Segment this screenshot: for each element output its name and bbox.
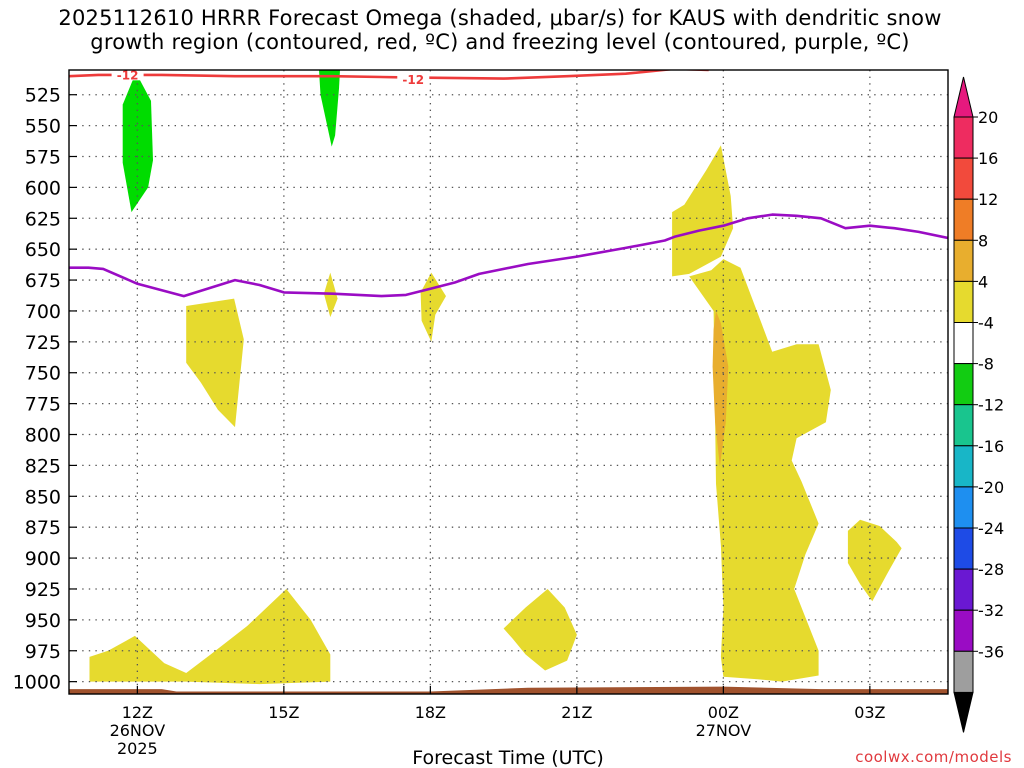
colorbar-bin-6 xyxy=(953,363,974,406)
colorbar-bottom-arrow xyxy=(953,691,974,733)
y-tick-label-825: 825 xyxy=(25,455,61,477)
y-tick-label-925: 925 xyxy=(25,579,61,601)
colorbar-label-2: 12 xyxy=(978,190,998,209)
dgz-contour-label-bg-2 xyxy=(397,73,430,86)
y-tick-label-650: 650 xyxy=(25,239,61,261)
colorbar-label-9: -20 xyxy=(978,478,1004,497)
y-tick-label-525: 525 xyxy=(25,85,61,107)
x-tick-label-18Z: 18Z xyxy=(415,703,446,722)
y-tick-label-900: 900 xyxy=(25,548,61,570)
y-tick-label-675: 675 xyxy=(25,270,61,292)
colorbar-label-12: -32 xyxy=(978,601,1004,620)
x-tick-date-27NOV: 27NOV xyxy=(696,721,752,740)
colorbar-bin-2 xyxy=(953,198,974,241)
colorbar-bin-3 xyxy=(953,239,974,282)
freezing-level-line xyxy=(69,213,948,298)
colorbar-bin-8 xyxy=(953,445,974,488)
colorbar-bin-1 xyxy=(953,157,974,200)
colorbar-label-0: 20 xyxy=(978,108,998,127)
y-tick-label-725: 725 xyxy=(25,332,61,354)
y-tick-label-775: 775 xyxy=(25,394,61,416)
colorbar-label-7: -12 xyxy=(978,396,1004,415)
omega-region-11 xyxy=(712,311,729,467)
y-tick-label-950: 950 xyxy=(25,610,61,632)
colorbar-label-5: -4 xyxy=(978,314,994,333)
dgz-contour-label-bg-1 xyxy=(111,70,144,81)
chart-title: 2025112610 HRRR Forecast Omega (shaded, … xyxy=(0,6,1000,54)
colorbar-bin-13 xyxy=(953,650,974,693)
colorbar-bin-9 xyxy=(953,486,974,529)
plot-area-frame xyxy=(68,69,949,695)
dgz-contour-label-2: -12 xyxy=(402,73,424,87)
colorbar-label-8: -16 xyxy=(978,437,1004,456)
x-tick-label-12Z: 12Z xyxy=(122,703,153,722)
colorbar-bin-5 xyxy=(953,322,974,365)
y-tick-label-1000: 1000 xyxy=(13,672,61,694)
y-tick-label-800: 800 xyxy=(25,425,61,447)
colorbar-label-10: -24 xyxy=(978,519,1004,538)
x-tick-label-03Z: 03Z xyxy=(854,703,885,722)
y-tick-label-625: 625 xyxy=(25,208,61,230)
colorbar-label-6: -8 xyxy=(978,355,994,374)
colorbar-bin-11 xyxy=(953,568,974,611)
colorbar-label-4: 4 xyxy=(978,272,988,291)
colorbar-bin-4 xyxy=(953,280,974,323)
x-tick-label-00Z: 00Z xyxy=(708,703,739,722)
y-tick-label-700: 700 xyxy=(25,301,61,323)
colorbar-bin-7 xyxy=(953,404,974,447)
colorbar-label-13: -36 xyxy=(978,642,1004,661)
x-tick-label-15Z: 15Z xyxy=(268,703,299,722)
y-tick-label-575: 575 xyxy=(25,146,61,168)
chart-title-line-1: 2025112610 HRRR Forecast Omega (shaded, … xyxy=(58,6,942,30)
colorbar-top-arrow xyxy=(953,76,974,118)
x-axis-label: Forecast Time (UTC) xyxy=(412,747,603,768)
x-tick-year-2025: 2025 xyxy=(117,739,158,758)
y-tick-label-600: 600 xyxy=(25,177,61,199)
y-tick-label-875: 875 xyxy=(25,517,61,539)
omega-region-8 xyxy=(847,519,902,602)
x-tick-date-26NOV: 26NOV xyxy=(110,721,166,740)
source-credit: coolwx.com/models xyxy=(855,748,1012,766)
omega-region-9 xyxy=(89,589,331,685)
colorbar-label-3: 8 xyxy=(978,231,988,250)
colorbar-label-11: -28 xyxy=(978,560,1004,579)
omega-region-3 xyxy=(186,298,244,428)
omega-region-1 xyxy=(122,72,153,213)
y-tick-label-850: 850 xyxy=(25,486,61,508)
y-tick-label-550: 550 xyxy=(25,116,61,138)
y-tick-label-975: 975 xyxy=(25,641,61,663)
omega-region-2 xyxy=(319,70,340,147)
dgz-contour-label-1: -12 xyxy=(117,68,139,82)
x-tick-label-21Z: 21Z xyxy=(561,703,592,722)
colorbar-bin-12 xyxy=(953,609,974,652)
y-tick-label-750: 750 xyxy=(25,363,61,385)
colorbar-bin-0 xyxy=(953,116,974,159)
chart-title-line-2: growth region (contoured, red, ºC) and f… xyxy=(90,30,910,54)
colorbar-bin-10 xyxy=(953,527,974,570)
colorbar-label-1: 16 xyxy=(978,149,998,168)
omega-region-6 xyxy=(672,145,734,277)
ground-surface xyxy=(69,686,948,694)
